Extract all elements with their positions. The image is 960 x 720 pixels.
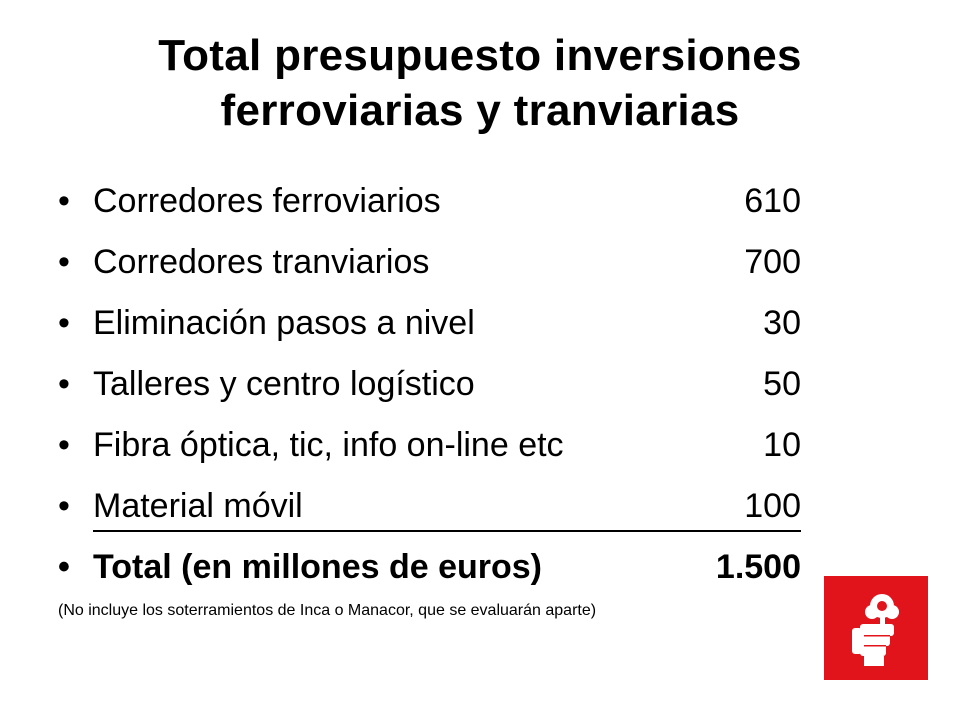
budget-list: • Corredores ferroviarios 610 • Corredor… [58,175,818,602]
item-value: 50 [763,365,801,403]
bullet: • [58,365,70,403]
item-value: 700 [744,243,801,281]
total-value: 1.500 [715,548,801,586]
party-logo [824,576,928,680]
list-item: • Talleres y centro logístico 50 [58,358,818,419]
bullet: • [58,548,70,586]
list-item: • Fibra óptica, tic, info on-line etc 10 [58,419,818,480]
item-label: Material móvil [93,487,303,525]
item-label: Eliminación pasos a nivel [93,304,475,342]
bullet: • [58,426,70,464]
item-label: Talleres y centro logístico [93,365,475,403]
item-value: 10 [763,426,801,464]
item-value: 30 [763,304,801,342]
bullet: • [58,304,70,342]
list-item: • Eliminación pasos a nivel 30 [58,297,818,358]
item-value: 610 [744,182,801,220]
item-label: Corredores ferroviarios [93,182,441,220]
item-label: Fibra óptica, tic, info on-line etc [93,426,564,464]
list-item: • Corredores tranviarios 700 [58,236,818,297]
list-item: • Corredores ferroviarios 610 [58,175,818,236]
total-label: Total (en millones de euros) [93,548,542,586]
fist-and-rose-icon [852,594,899,666]
item-label: Corredores tranviarios [93,243,430,281]
total-row: • Total (en millones de euros) 1.500 [58,541,818,602]
list-item: • Material móvil 100 [58,480,818,541]
bullet: • [58,243,70,281]
title-line-1: Total presupuesto inversiones [158,31,802,80]
bullet: • [58,182,70,220]
underlined-row: Material móvil 100 [93,480,801,532]
item-value: 100 [744,487,801,525]
title-line-2: ferroviarias y tranviarias [220,86,740,135]
footnote: (No incluye los soterramientos de Inca o… [58,602,597,619]
bullet: • [58,487,70,525]
slide-title: Total presupuesto inversiones ferroviari… [40,28,920,138]
